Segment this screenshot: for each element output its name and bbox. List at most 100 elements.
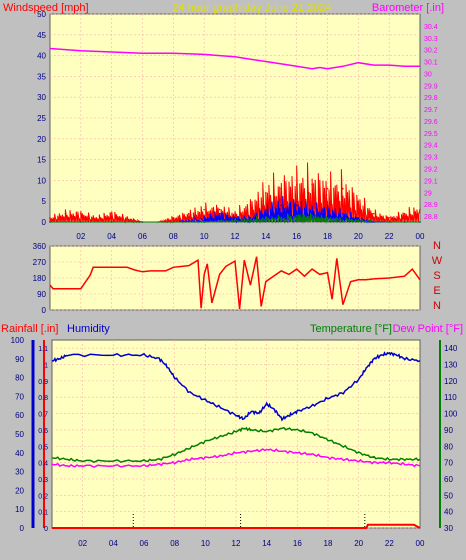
x-tick-label-bottom: 00 xyxy=(416,539,425,548)
wind-data-point xyxy=(110,212,113,215)
temperature-tick-label: 140 xyxy=(444,344,458,353)
rain-tick-label: 0.6 xyxy=(38,428,48,435)
windspeed-tick-label: 10 xyxy=(37,176,46,185)
gust-series-line xyxy=(50,196,420,224)
compass-tick-label: N xyxy=(433,240,441,252)
x-tick-label-bottom: 04 xyxy=(109,539,118,548)
x-tick-label-bottom: 16 xyxy=(293,539,302,548)
barometer-tick-label: 29.8 xyxy=(424,95,438,102)
x-tick-label: 18 xyxy=(323,232,332,241)
humidity-tick-label: 30 xyxy=(15,468,24,477)
windspeed-tick-label: 15 xyxy=(37,156,46,165)
wind-data-point xyxy=(326,187,329,190)
humidity-chart-labels: Rainfall [.in] Humidity Temperature [°F]… xyxy=(1,323,463,335)
wind-data-point xyxy=(234,212,236,215)
wind_avg-data-point xyxy=(357,219,360,221)
wind_avg-data-point xyxy=(172,221,175,223)
wind-data-point xyxy=(126,217,128,219)
rain-tick-label: 0.2 xyxy=(38,493,48,500)
x-tick-label-bottom: 14 xyxy=(262,539,271,548)
wind_avg-data-point xyxy=(311,214,313,217)
wind-data-point xyxy=(187,212,190,215)
gust-data-point xyxy=(326,208,329,211)
barometer-tick-label: 30 xyxy=(424,71,432,78)
x-tick-label-bottom: 22 xyxy=(385,539,394,548)
barometer-tick-label: 29.9 xyxy=(424,83,438,90)
humidity-tick-label: 80 xyxy=(15,374,24,383)
rain-tick-label: 0.9 xyxy=(38,379,48,386)
barometer-tick-label: 30.4 xyxy=(424,24,438,31)
humidity-series-line xyxy=(51,351,421,422)
gust-data-point xyxy=(342,212,344,215)
x-tick-label: 10 xyxy=(200,232,209,241)
wind_avg-data-point xyxy=(110,221,113,223)
x-tick-label: 02 xyxy=(76,232,85,241)
wind-data-point xyxy=(265,192,267,194)
humidity-tick-label: 0 xyxy=(20,524,25,533)
direction-tick-label: 0 xyxy=(42,306,47,315)
direction-tick-label: 270 xyxy=(33,258,47,267)
barometer-axis-label: Barometer [.in] xyxy=(372,2,444,14)
wind-data-point xyxy=(203,208,205,211)
humidity-tick-label: 70 xyxy=(15,392,24,401)
x-tick-label-bottom: 20 xyxy=(354,539,363,548)
temperature-tick-label: 70 xyxy=(444,459,453,468)
rain-tick-label: 0.8 xyxy=(38,395,48,402)
temperature-tick-label: 120 xyxy=(444,377,458,386)
temperature-tick-label: 90 xyxy=(444,426,453,435)
gust-data-point xyxy=(280,204,283,207)
x-tick-label-bottom: 12 xyxy=(232,539,241,548)
humidity-axis-label: Humidity xyxy=(67,323,110,335)
humidity-tick-label: 50 xyxy=(15,430,24,439)
x-tick-label: 16 xyxy=(292,232,301,241)
barometer-tick-label: 29.5 xyxy=(424,131,438,138)
x-tick-label: 22 xyxy=(385,232,394,241)
windspeed-tick-label: 50 xyxy=(37,10,46,19)
compass-tick-label: N xyxy=(433,300,441,312)
rain-tick-label: 0.4 xyxy=(38,461,48,468)
barometer-tick-label: 29.6 xyxy=(424,119,438,126)
wind_avg-data-point xyxy=(295,214,298,217)
x-tick-label-bottom: 02 xyxy=(78,539,87,548)
rain-tick-label: 0.7 xyxy=(38,412,48,419)
direction-tick-label: 180 xyxy=(33,274,47,283)
wind-data-point xyxy=(403,212,406,215)
wind-data-point xyxy=(295,183,298,186)
direction-tick-label: 90 xyxy=(37,290,46,299)
wind_avg-data-point xyxy=(49,221,51,223)
windspeed-tick-label: 5 xyxy=(42,197,47,206)
rain-series-line xyxy=(52,523,421,529)
x-tick-label-bottom: 10 xyxy=(201,539,210,548)
humidity-tick-label: 90 xyxy=(15,355,24,364)
gust-data-point xyxy=(311,208,313,211)
dew-point-axis-label: Dew Point [°F] xyxy=(393,323,463,335)
barometer-tick-label: 28.9 xyxy=(424,202,438,209)
gust-data-point xyxy=(357,217,360,219)
gust-data-point xyxy=(249,217,252,219)
gust-data-point xyxy=(218,212,221,215)
humidity-tick-label: 20 xyxy=(15,486,24,495)
barometer-series-line xyxy=(49,47,420,70)
rain-tick-label: 0.3 xyxy=(38,477,48,484)
temperature-tick-label: 30 xyxy=(444,524,453,533)
wind-data-point xyxy=(372,212,375,215)
temperature-series-line xyxy=(51,426,421,464)
wind-data-point xyxy=(357,200,360,202)
compass-tick-label: E xyxy=(433,285,440,297)
wind-data-point xyxy=(218,208,221,211)
rain-tick-label: 0.1 xyxy=(38,510,48,517)
graph-title: 24 hour graph day June 21 2024 xyxy=(172,2,331,14)
barometer-tick-label: 29.4 xyxy=(424,143,438,150)
rainfall-axis-label: Rainfall [.in] xyxy=(1,323,58,335)
x-tick-label: 14 xyxy=(261,232,270,241)
x-tick-label: 06 xyxy=(138,232,147,241)
humidity-tick-label: 60 xyxy=(15,411,24,420)
barometer-tick-label: 30.2 xyxy=(424,48,438,55)
wind_avg-data-point xyxy=(388,221,390,223)
windspeed-tick-label: 30 xyxy=(37,93,46,102)
gust-data-point xyxy=(203,217,205,219)
direction-tick-label: 360 xyxy=(33,242,47,251)
wind-data-point xyxy=(419,208,421,211)
wind-data-point xyxy=(80,212,82,215)
